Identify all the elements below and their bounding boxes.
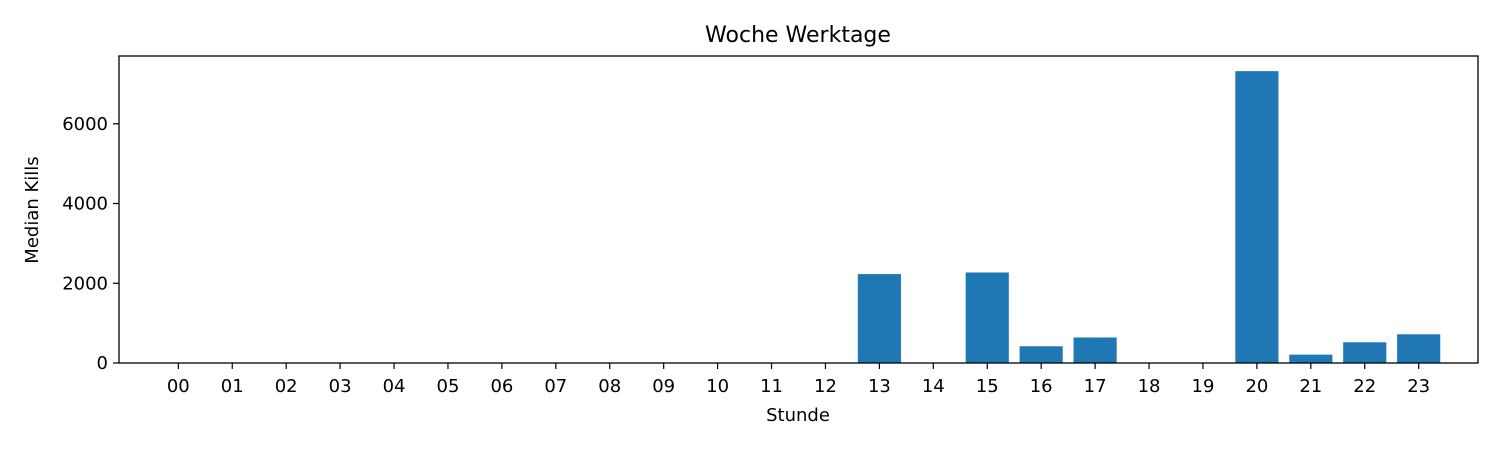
bar-23 — [1397, 334, 1441, 363]
chart-title: Woche Werktage — [705, 23, 891, 48]
bar-20 — [1235, 71, 1279, 364]
x-tick-label-08: 08 — [598, 376, 621, 397]
bar-17 — [1073, 337, 1117, 363]
x-tick-label-12: 12 — [814, 376, 837, 397]
bar-15 — [965, 272, 1009, 363]
x-tick-label-21: 21 — [1299, 376, 1322, 397]
x-tick-label-06: 06 — [490, 376, 513, 397]
x-tick-label-05: 05 — [437, 376, 460, 397]
x-tick-label-18: 18 — [1138, 376, 1161, 397]
x-tick-label-10: 10 — [706, 376, 729, 397]
axes-group: 00 01 02 03 04 05 06 07 08 09 10 11 12 13 14 15 16 17 18 19… — [62, 55, 1479, 397]
x-tick-label-02: 02 — [275, 376, 298, 397]
x-tick-label-16: 16 — [1030, 376, 1053, 397]
y-tick-label-6000: 6000 — [62, 114, 108, 135]
y-tick-label-0: 0 — [97, 353, 108, 374]
bar-21 — [1289, 354, 1333, 363]
x-tick-label-09: 09 — [652, 376, 675, 397]
x-tick-label-20: 20 — [1245, 376, 1268, 397]
x-tick-label-07: 07 — [544, 376, 567, 397]
x-tick-label-03: 03 — [329, 376, 352, 397]
bar-13 — [857, 274, 901, 363]
bar-16 — [1019, 346, 1063, 363]
y-axis-label: Median Kills — [22, 156, 43, 263]
x-tick-label-23: 23 — [1407, 376, 1430, 397]
bars-group — [857, 71, 1441, 364]
x-tick-label-14: 14 — [922, 376, 945, 397]
x-tick-label-15: 15 — [976, 376, 999, 397]
x-tick-label-11: 11 — [760, 376, 783, 397]
x-axis-label: Stunde — [766, 405, 830, 426]
x-tick-label-22: 22 — [1353, 376, 1376, 397]
x-tick-label-01: 01 — [221, 376, 244, 397]
bar-22 — [1343, 342, 1387, 363]
y-tick-label-4000: 4000 — [62, 194, 108, 215]
x-tick-label-13: 13 — [868, 376, 891, 397]
x-tick-label-00: 00 — [167, 376, 190, 397]
x-tick-label-04: 04 — [383, 376, 406, 397]
x-tick-label-19: 19 — [1192, 376, 1215, 397]
x-tick-label-17: 17 — [1084, 376, 1107, 397]
plot-frame — [118, 55, 1479, 364]
y-tick-label-2000: 2000 — [62, 273, 108, 294]
